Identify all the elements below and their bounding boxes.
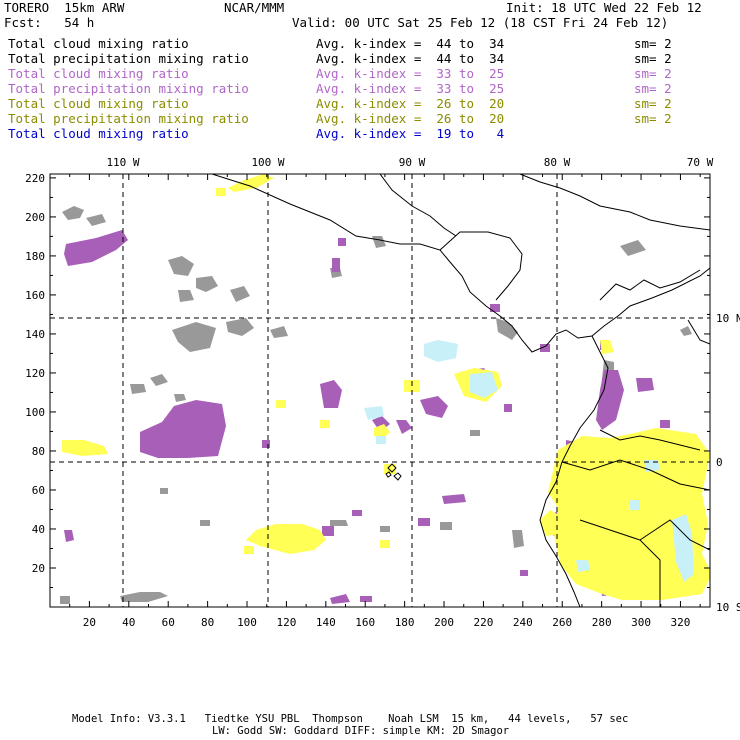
legend-field-label: Total cloud mixing ratio bbox=[8, 66, 189, 81]
y-tick-label: 120 bbox=[25, 367, 45, 380]
y-tick-label: 220 bbox=[25, 172, 45, 185]
legend-smoothing: sm= 2 bbox=[634, 96, 672, 111]
legend-kindex-range: Avg. k-index = 33 to 25 bbox=[316, 66, 505, 81]
forecast-hour: Fcst: 54 h bbox=[4, 15, 95, 30]
legend-kindex-range: Avg. k-index = 33 to 25 bbox=[316, 81, 505, 96]
lat-label: 0 bbox=[716, 456, 723, 469]
x-tick-label: 220 bbox=[473, 616, 493, 629]
y-tick-label: 160 bbox=[25, 289, 45, 302]
init-time: Init: 18 UTC Wed 22 Feb 12 bbox=[506, 0, 702, 15]
lon-label: 110 W bbox=[106, 156, 139, 169]
x-tick-label: 160 bbox=[355, 616, 375, 629]
x-tick-label: 180 bbox=[395, 616, 415, 629]
legend-kindex-range: Avg. k-index = 44 to 34 bbox=[316, 51, 505, 66]
legend-field-label: Total cloud mixing ratio bbox=[8, 126, 189, 141]
y-tick-label: 180 bbox=[25, 250, 45, 263]
y-tick-label: 40 bbox=[32, 523, 45, 536]
org-label: NCAR/MMM bbox=[224, 0, 285, 15]
axis-ticks bbox=[50, 174, 710, 607]
legend-smoothing: sm= 2 bbox=[634, 111, 672, 126]
x-tick-label: 100 bbox=[237, 616, 257, 629]
x-tick-label: 280 bbox=[592, 616, 612, 629]
x-tick-label: 320 bbox=[671, 616, 691, 629]
legend-smoothing: sm= 2 bbox=[634, 81, 672, 96]
x-tick-label: 20 bbox=[83, 616, 96, 629]
lat-label: 10 N bbox=[716, 312, 740, 325]
valid-time: Valid: 00 UTC Sat 25 Feb 12 (18 CST Fri … bbox=[292, 15, 669, 30]
y-tick-label: 60 bbox=[32, 484, 45, 497]
legend-field-label: Total precipitation mixing ratio bbox=[8, 111, 249, 126]
lat-label: 10 S bbox=[716, 601, 740, 614]
legend-smoothing: sm= 2 bbox=[634, 51, 672, 66]
legend-field-label: Total precipitation mixing ratio bbox=[8, 81, 249, 96]
cloud-purple-contours bbox=[64, 230, 670, 604]
plot-frame bbox=[49, 173, 711, 608]
cloud-yellow-contours bbox=[62, 174, 710, 600]
legend-field-label: Total precipitation mixing ratio bbox=[8, 51, 249, 66]
lon-label: 70 W bbox=[687, 156, 714, 169]
lon-label: 100 W bbox=[251, 156, 284, 169]
legend-kindex-range: Avg. k-index = 44 to 34 bbox=[316, 36, 505, 51]
lon-label: 80 W bbox=[544, 156, 571, 169]
x-tick-label: 80 bbox=[201, 616, 214, 629]
x-tick-label: 200 bbox=[434, 616, 454, 629]
x-tick-label: 140 bbox=[316, 616, 336, 629]
x-tick-label: 60 bbox=[162, 616, 175, 629]
y-tick-label: 100 bbox=[25, 406, 45, 419]
lon-label: 90 W bbox=[399, 156, 426, 169]
legend-smoothing: sm= 2 bbox=[634, 36, 672, 51]
x-tick-label: 240 bbox=[513, 616, 533, 629]
x-tick-label: 260 bbox=[552, 616, 572, 629]
coastlines bbox=[211, 174, 710, 607]
model-title: TORERO 15km ARW bbox=[4, 0, 125, 15]
y-tick-label: 200 bbox=[25, 211, 45, 224]
legend-field-label: Total cloud mixing ratio bbox=[8, 36, 189, 51]
legend-kindex-range: Avg. k-index = 19 to 4 bbox=[316, 126, 505, 141]
x-tick-label: 300 bbox=[631, 616, 651, 629]
legend-field-label: Total cloud mixing ratio bbox=[8, 96, 189, 111]
legend-kindex-range: Avg. k-index = 26 to 20 bbox=[316, 96, 505, 111]
x-tick-label: 120 bbox=[276, 616, 296, 629]
y-tick-label: 140 bbox=[25, 328, 45, 341]
lat-lon-grid bbox=[50, 174, 710, 607]
axis-tick-labels: 20 40 60 80 100 120 140 160 180 200 220 240 260 280 30… bbox=[25, 156, 740, 629]
legend-smoothing: sm= 2 bbox=[634, 66, 672, 81]
legend-kindex-range: Avg. k-index = 26 to 20 bbox=[316, 111, 505, 126]
x-tick-label: 40 bbox=[122, 616, 135, 629]
y-tick-label: 80 bbox=[32, 445, 45, 458]
y-tick-label: 20 bbox=[32, 562, 45, 575]
footer-physics-info: LW: Godd SW: Goddard DIFF: simple KM: 2D… bbox=[212, 725, 510, 737]
footer-model-info: Model Info: V3.3.1 Tiedtke YSU PBL Thomp… bbox=[72, 713, 629, 725]
